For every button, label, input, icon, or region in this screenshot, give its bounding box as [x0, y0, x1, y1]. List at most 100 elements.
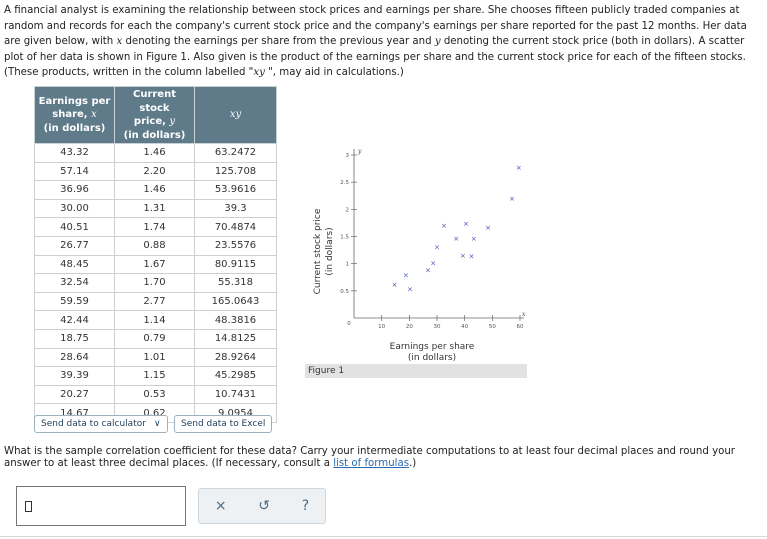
header-price-var: y [169, 116, 176, 127]
header-earnings-var: x [91, 109, 97, 121]
x-tick-label: 50 [489, 324, 496, 330]
cell-xy: 165.0643 [194, 291, 277, 312]
y-tick-label: 1 [346, 262, 350, 268]
x-axis-title-line2: (in dollars) [408, 353, 456, 363]
header-price: Current stock price, y (in dollars) [114, 86, 195, 144]
cell-earnings: 40.51 [34, 217, 115, 237]
y-tick-label: 2.5 [340, 180, 349, 186]
y-tick-label: 0.5 [340, 289, 349, 295]
cell-xy: 53.9616 [194, 180, 277, 200]
header-xy-label: xy [229, 109, 242, 121]
y-tick-label: 2 [346, 207, 350, 213]
table-row: 32.54 1.70 55.318 [34, 273, 277, 293]
cell-price: 1.67 [114, 254, 195, 275]
x-tick-label: 30 [434, 324, 441, 330]
cell-earnings: 42.44 [34, 310, 115, 330]
cell-xy: 10.7431 [194, 384, 277, 405]
table-row: 30.00 1.31 39.3 [34, 198, 277, 219]
var-xy: xy [253, 67, 265, 79]
clear-icon[interactable]: × [214, 498, 227, 514]
cell-earnings: 28.64 [34, 347, 115, 368]
cell-price: 1.15 [114, 366, 195, 386]
send-to-calculator-button[interactable]: Send data to calculator ∨ [34, 415, 168, 433]
table-body: 43.32 1.46 63.2472 57.14 2.20 125.708 36.96 1.4… [34, 143, 277, 423]
table-row: 43.32 1.46 63.2472 [34, 143, 277, 163]
var-x: x [116, 36, 123, 48]
header-price-l2-text: price, [133, 116, 170, 127]
cell-price: 0.53 [114, 384, 195, 405]
cell-price: 0.88 [114, 235, 195, 256]
x-axis-title-line1: Earnings per share [390, 342, 475, 352]
var-y: y [434, 36, 441, 48]
cell-earnings: 20.27 [34, 384, 115, 405]
table-row: 36.96 1.46 53.9616 [34, 180, 277, 200]
figure-caption: Figure 1 [305, 364, 527, 378]
table-row: 39.39 1.15 45.2985 [34, 366, 277, 386]
y-axis-title-line2: (in dollars) [325, 227, 335, 275]
data-table: Earnings per share, x (in dollars) Curre… [34, 86, 277, 423]
cell-xy: 70.4874 [194, 217, 277, 237]
data-point: × [403, 272, 409, 280]
header-price-l1: Current stock [132, 89, 176, 114]
intro-text-1: A financial analyst is examining the rel… [4, 5, 740, 32]
table-row: 20.27 0.53 10.7431 [34, 384, 277, 405]
table-row: 57.14 2.20 125.708 [34, 161, 277, 182]
cell-xy: 125.708 [194, 161, 277, 182]
x-tick-label: 60 [517, 324, 524, 330]
answer-actions: × ↺ ? [198, 488, 326, 524]
cell-xy: 14.8125 [194, 328, 277, 349]
data-point: × [407, 286, 413, 294]
send-to-calculator-label: Send data to calculator [41, 419, 146, 429]
cell-earnings: 48.45 [34, 254, 115, 275]
chevron-down-icon[interactable]: ∨ [153, 419, 161, 429]
table-row: 59.59 2.77 165.0643 [34, 291, 277, 312]
problem-statement: A financial analyst is examining the rel… [4, 3, 764, 81]
send-to-excel-label: Send data to Excel [181, 419, 266, 429]
table-row: 40.51 1.74 70.4874 [34, 217, 277, 237]
y-tick-label: 3 [346, 153, 350, 159]
x-tick-label: 20 [406, 324, 413, 330]
y-axis-title-line1: Current stock price [313, 208, 323, 294]
text-cursor [25, 501, 32, 512]
y-axis-letter: y [357, 148, 362, 155]
cell-price: 1.46 [114, 180, 195, 200]
cell-earnings: 26.77 [34, 235, 115, 256]
scatter-plot: y x 0 10 20 30 40 50 60 0.5 1 1.5 2 2.5 3 Current stock… [313, 148, 526, 363]
data-point: × [460, 252, 466, 260]
x-tick-label: 10 [378, 324, 385, 330]
question-end: .) [409, 458, 417, 469]
data-point: × [453, 235, 459, 243]
cell-earnings: 39.39 [34, 366, 115, 386]
cell-earnings: 57.14 [34, 161, 115, 182]
data-point: × [509, 195, 515, 203]
list-of-formulas-link[interactable]: list of formulas [333, 458, 410, 469]
cell-xy: 63.2472 [194, 143, 277, 163]
cell-xy: 45.2985 [194, 366, 277, 386]
help-icon[interactable]: ? [301, 498, 310, 514]
header-earnings-l2-text: share, [52, 109, 92, 121]
header-earnings-l3: (in dollars) [43, 122, 106, 134]
intro-months: 12 [641, 20, 655, 32]
cell-earnings: 18.75 [34, 328, 115, 349]
send-to-excel-button[interactable]: Send data to Excel [174, 415, 273, 433]
cell-earnings: 59.59 [34, 291, 115, 312]
undo-icon[interactable]: ↺ [258, 498, 270, 514]
question-body: What is the sample correlation coefficie… [4, 446, 735, 469]
data-point: × [485, 224, 491, 232]
data-point: × [425, 267, 431, 275]
data-point: × [463, 220, 469, 228]
question-text: What is the sample correlation coefficie… [4, 446, 764, 470]
data-point: × [434, 243, 440, 251]
cell-price: 0.79 [114, 328, 195, 349]
intro-text-2: denoting the earnings per share from the… [122, 36, 435, 48]
data-point: × [392, 281, 398, 289]
cell-price: 1.70 [114, 273, 195, 293]
cell-price: 2.20 [114, 161, 195, 182]
x-axis-letter: x [522, 311, 526, 318]
cell-earnings: 36.96 [34, 180, 115, 200]
answer-input[interactable] [16, 486, 186, 526]
header-price-l2: price, y [117, 115, 192, 129]
cell-earnings: 30.00 [34, 198, 115, 219]
header-price-l3: (in dollars) [123, 129, 186, 141]
cell-xy: 39.3 [194, 198, 277, 219]
